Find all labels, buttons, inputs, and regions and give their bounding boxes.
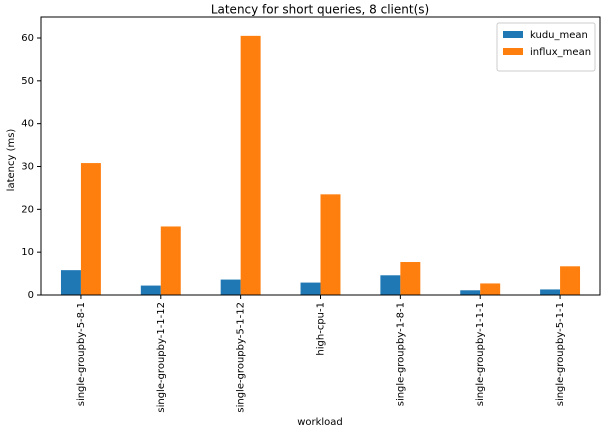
- bar: [400, 262, 421, 295]
- y-tick-label: 60: [21, 33, 34, 44]
- y-tick-label: 10: [21, 247, 34, 258]
- bar: [160, 226, 181, 295]
- y-tick-label: 20: [21, 204, 34, 215]
- chart-title: Latency for short queries, 8 client(s): [211, 3, 429, 17]
- bar: [540, 289, 561, 295]
- x-tick-label: single-groupby-1-1-1: [475, 302, 486, 406]
- bar: [300, 282, 321, 295]
- x-tick-label: single-groupby-5-1-1: [555, 302, 566, 406]
- bar: [320, 194, 341, 295]
- legend-label: influx_mean: [530, 47, 591, 58]
- x-tick-label: single-groupby-1-1-12: [156, 302, 167, 413]
- y-tick-label: 50: [21, 76, 34, 87]
- bar: [240, 35, 261, 295]
- bar: [60, 270, 81, 295]
- bar: [380, 275, 401, 295]
- x-tick-label: single-groupby-5-8-1: [76, 302, 87, 406]
- y-axis-label: latency (ms): [6, 129, 17, 192]
- legend-swatch: [503, 48, 523, 55]
- bar: [80, 163, 101, 295]
- x-tick-label: single-groupby-1-8-1: [395, 302, 406, 406]
- bar: [460, 290, 481, 295]
- bar: [140, 285, 161, 295]
- bar: [220, 279, 241, 295]
- bar: [560, 266, 581, 295]
- y-tick-label: 30: [21, 161, 34, 172]
- legend-label: kudu_mean: [530, 30, 588, 41]
- x-axis-label: workload: [297, 417, 343, 428]
- x-tick-label: high-cpu-1: [316, 302, 327, 356]
- y-tick-label: 0: [28, 290, 34, 301]
- y-tick-label: 40: [21, 119, 34, 130]
- bar: [480, 283, 501, 295]
- plot-frame: [40, 16, 601, 296]
- x-tick-label: single-groupby-5-1-12: [236, 302, 247, 413]
- legend-swatch: [503, 31, 523, 38]
